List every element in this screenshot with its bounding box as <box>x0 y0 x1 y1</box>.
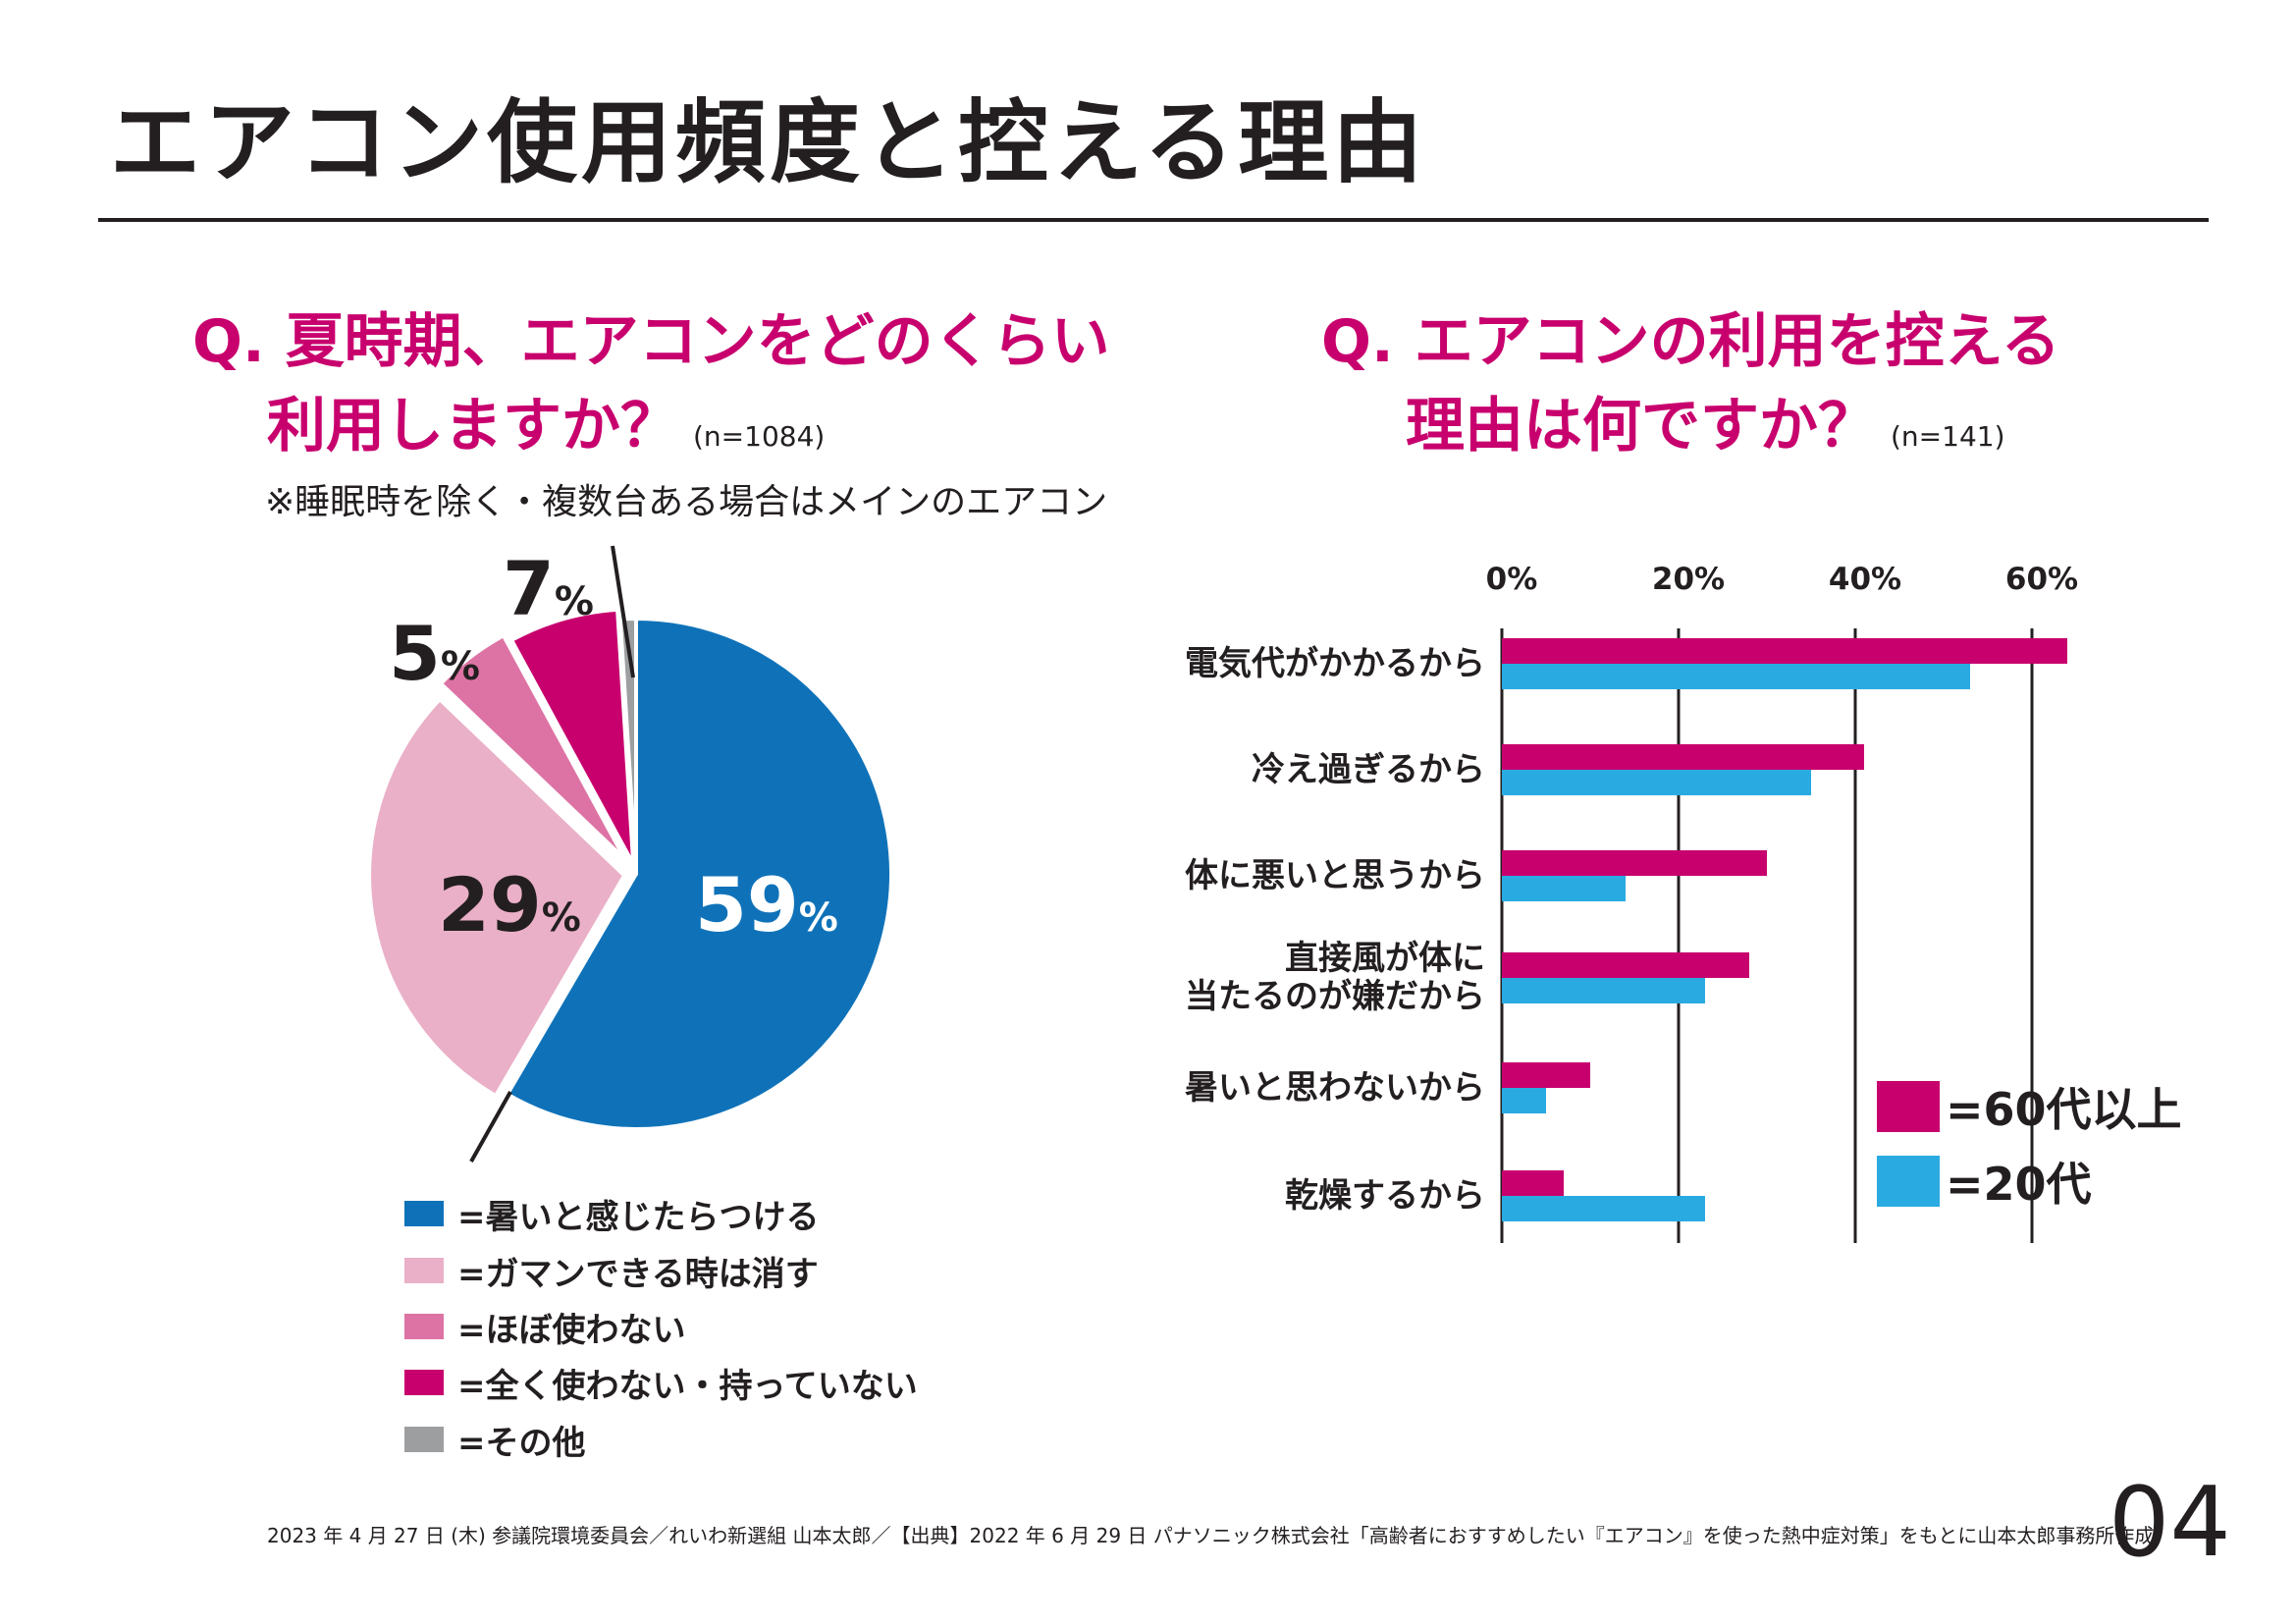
page-title: エアコン使用頻度と控える理由 <box>110 90 1427 195</box>
pie-label-7-unit: % <box>554 579 594 624</box>
pie-slice-4 <box>509 607 636 867</box>
pie-label-5-number: 5 <box>389 610 441 697</box>
category-label: 暑いと思わないから <box>1185 1067 1485 1108</box>
category-label: 乾燥するから <box>1285 1175 1485 1216</box>
pie-legend-swatch <box>404 1427 444 1452</box>
pie-legend-swatch <box>404 1314 444 1339</box>
category-label: 冷え過ぎるから <box>1252 749 1485 789</box>
pie-label-59-number: 59 <box>695 861 799 948</box>
bar-20s-3 <box>1502 876 1626 901</box>
title-divider <box>98 218 2209 222</box>
category-label: 電気代がかかるから <box>1185 643 1485 683</box>
pie-legend-label: =全く使わない・持っていない <box>457 1366 918 1406</box>
x-tick-label: 0% <box>1485 562 1538 597</box>
pie-question-line1: Q. 夏時期、エアコンをどのくらい <box>192 307 1110 376</box>
pie-legend-label: =ほぼ使わない <box>457 1310 686 1350</box>
pie-label-29-unit: % <box>541 895 581 941</box>
pie-label-7: 7% <box>503 552 594 626</box>
pie-legend-item-5: =その他 <box>404 1420 586 1463</box>
bar-60s-4 <box>1502 952 1749 978</box>
pie-label-29: 29% <box>438 868 581 943</box>
pie-leader-line-bottom <box>469 1091 512 1163</box>
pie-note: ※睡眠時を除く・複数台ある場合はメインのエアコン <box>265 482 1108 522</box>
bar-60s-2 <box>1502 744 1864 770</box>
bar-legend-item-60s: =60代以上 <box>1877 1074 2182 1139</box>
pie-label-29-number: 29 <box>438 861 542 948</box>
bar-sample-size: (n=141) <box>1891 420 2005 453</box>
pie-legend-swatch <box>404 1258 444 1283</box>
bar-question-text: 理由は何ですか？ <box>1406 392 1877 460</box>
pie-legend-item-1: =暑いと感じたらつける <box>404 1194 820 1237</box>
x-tick-label: 20% <box>1651 562 1726 597</box>
category-label: 直接風が体に 当たるのが嫌だから <box>1185 939 1485 1017</box>
bar-legend-item-20s: =20代 <box>1877 1149 2092 1214</box>
bar-20s-5 <box>1502 1088 1546 1113</box>
bar-question-line1: Q. エアコンの利用を控える <box>1321 307 2060 376</box>
pie-label-5: 5% <box>389 617 480 691</box>
pie-leader-line-top <box>611 545 635 678</box>
bar-20s-4 <box>1502 978 1705 1003</box>
pie-label-5-unit: % <box>440 644 480 689</box>
footer-source: 2023 年 4 月 27 日 (木) 参議院環境委員会／れいわ新選組 山本太郎… <box>267 1524 2155 1547</box>
bar-20s-1 <box>1502 664 1970 689</box>
pie-legend-swatch <box>404 1370 444 1395</box>
pie-legend-item-3: =ほぼ使わない <box>404 1307 686 1350</box>
pie-legend-label: =その他 <box>457 1423 586 1463</box>
bar-legend-swatch <box>1877 1081 1940 1132</box>
bar-question-line2: 理由は何ですか？ (n=141) <box>1406 397 2005 456</box>
bar-60s-3 <box>1502 850 1767 876</box>
x-tick-label: 40% <box>1828 562 1902 597</box>
bar-legend-swatch <box>1877 1156 1940 1207</box>
bar-60s-6 <box>1502 1170 1564 1196</box>
pie-sample-size: (n=1084) <box>693 420 826 453</box>
pie-question-text: 利用しますか？ <box>267 392 679 460</box>
pie-legend-label: =ガマンできる時は消す <box>457 1254 819 1294</box>
pie-slice-5 <box>617 617 638 876</box>
bar-legend-label: =20代 <box>1946 1158 2092 1211</box>
pie-chart <box>367 545 893 1163</box>
page-number: 04 <box>2109 1467 2231 1579</box>
bar-20s-2 <box>1502 770 1811 795</box>
x-tick-label: 60% <box>2004 562 2079 597</box>
pie-legend-label: =暑いと感じたらつける <box>457 1197 820 1237</box>
bar-legend-label: =60代以上 <box>1946 1083 2182 1136</box>
pie-legend-swatch <box>404 1201 444 1226</box>
category-label: 体に悪いと思うから <box>1185 855 1485 895</box>
pie-label-59: 59% <box>695 868 838 943</box>
bar-chart <box>1500 628 2067 1243</box>
pie-slice-2 <box>367 697 627 1099</box>
pie-legend-item-2: =ガマンできる時は消す <box>404 1251 819 1294</box>
pie-label-7-number: 7 <box>503 545 555 632</box>
pie-question-line2: 利用しますか？ (n=1084) <box>267 397 825 456</box>
pie-slice-1 <box>505 617 893 1131</box>
bar-20s-6 <box>1502 1196 1705 1221</box>
pie-legend-item-4: =全く使わない・持っていない <box>404 1363 918 1406</box>
bar-60s-5 <box>1502 1062 1590 1088</box>
bar-60s-1 <box>1502 638 2067 664</box>
pie-slice-3 <box>438 633 628 862</box>
pie-label-59-unit: % <box>798 895 838 941</box>
